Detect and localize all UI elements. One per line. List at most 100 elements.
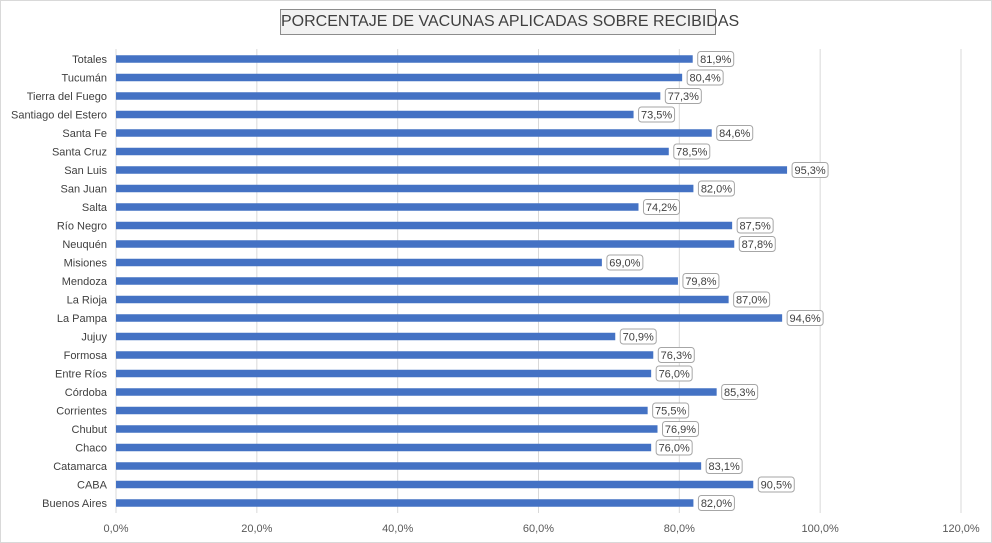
- bar: [116, 129, 712, 137]
- data-label-box: [655, 439, 693, 456]
- category-label: San Juan: [61, 184, 107, 196]
- category-label: Santa Fe: [62, 128, 107, 140]
- bar: [116, 443, 652, 452]
- category-label: La Pampa: [57, 313, 108, 325]
- bar: [116, 277, 678, 285]
- category-label: Tucumán: [62, 73, 107, 85]
- data-label-box: [652, 402, 690, 419]
- bar: [116, 332, 616, 341]
- bar: [116, 258, 602, 267]
- data-label-box: [657, 347, 695, 363]
- category-label: Mendoza: [62, 276, 108, 288]
- x-tick-label: 60,0%: [523, 523, 554, 535]
- x-tick-label: 120,0%: [942, 523, 980, 535]
- x-tick-label: 100,0%: [802, 523, 840, 535]
- category-label: Neuquén: [62, 239, 107, 251]
- data-label: 76,0%: [659, 443, 690, 455]
- data-label-box: [606, 254, 644, 271]
- bar: [116, 92, 661, 100]
- data-label-box: [642, 199, 680, 215]
- category-label: Jujuy: [81, 332, 107, 344]
- category-label: Corrientes: [56, 406, 107, 418]
- data-label-box: [697, 51, 735, 67]
- data-label-box: [705, 458, 743, 474]
- category-label: Santiago del Estero: [11, 110, 107, 122]
- data-label: 75,5%: [655, 406, 686, 418]
- data-label-box: [619, 328, 657, 345]
- bar: [116, 369, 652, 378]
- bar: [116, 73, 683, 82]
- data-label-box: [786, 310, 824, 326]
- category-label: Totales: [72, 54, 107, 66]
- data-label: 82,0%: [701, 184, 732, 196]
- data-label: 77,3%: [668, 91, 699, 103]
- data-label: 76,0%: [659, 369, 690, 381]
- x-tick-label: 0,0%: [103, 523, 128, 535]
- bar: [116, 221, 733, 230]
- data-label-box: [738, 236, 776, 252]
- category-label: Catamarca: [53, 461, 108, 473]
- data-label: 82,0%: [701, 498, 732, 510]
- data-label: 90,5%: [761, 480, 792, 492]
- data-label-box: [697, 495, 735, 511]
- category-label: Salta: [82, 202, 108, 214]
- bar: [116, 406, 648, 415]
- category-label: Santa Cruz: [52, 147, 107, 159]
- bar: [116, 351, 654, 359]
- data-label: 76,9%: [665, 424, 696, 436]
- data-label-box: [791, 162, 829, 178]
- x-tick-label: 20,0%: [241, 523, 272, 535]
- bar: [116, 314, 783, 322]
- bar: [116, 147, 669, 156]
- data-label-box: [697, 180, 735, 197]
- bar: [116, 166, 788, 174]
- data-label-box: [638, 106, 676, 123]
- bar: [116, 240, 735, 248]
- category-label: CABA: [77, 480, 108, 492]
- data-label: 87,0%: [736, 295, 767, 307]
- bar: [116, 425, 658, 433]
- data-label-box: [757, 476, 795, 493]
- data-label: 73,5%: [641, 110, 672, 122]
- data-label-box: [736, 217, 774, 234]
- data-label: 78,5%: [676, 147, 707, 159]
- data-label: 87,8%: [742, 239, 773, 251]
- data-label: 81,9%: [700, 54, 731, 66]
- x-tick-label: 40,0%: [382, 523, 413, 535]
- data-label-box: [662, 421, 700, 437]
- chart-title: PORCENTAJE DE VACUNAS APLICADAS SOBRE RE…: [280, 9, 739, 35]
- category-label: Chaco: [75, 443, 107, 455]
- bar: [116, 203, 639, 211]
- data-label: 94,6%: [790, 313, 821, 325]
- data-label: 85,3%: [724, 387, 755, 399]
- bar: [116, 184, 694, 193]
- category-label: Tierra del Fuego: [27, 91, 107, 103]
- data-label: 69,0%: [609, 258, 640, 270]
- data-label: 79,8%: [685, 276, 716, 288]
- bar: [116, 110, 634, 119]
- data-label: 74,2%: [646, 202, 677, 214]
- category-label: Entre Ríos: [55, 369, 107, 381]
- data-label-box: [716, 125, 754, 141]
- category-label: La Rioja: [67, 295, 108, 307]
- data-label: 80,4%: [690, 73, 721, 85]
- bar: [116, 295, 729, 304]
- data-label-box: [686, 69, 724, 86]
- bar: [116, 462, 702, 470]
- data-label-box: [733, 291, 771, 308]
- x-tick-label: 80,0%: [664, 523, 695, 535]
- data-label: 95,3%: [794, 165, 825, 177]
- bar: [116, 388, 717, 396]
- data-label: 70,9%: [623, 332, 654, 344]
- bar: [116, 480, 754, 489]
- category-label: Córdoba: [65, 387, 108, 399]
- bar: [116, 499, 694, 507]
- data-label-box: [721, 384, 759, 400]
- category-label: Misiones: [64, 258, 108, 270]
- category-label: San Luis: [64, 165, 107, 177]
- bar: [116, 55, 693, 63]
- data-label-box: [655, 365, 693, 382]
- category-label: Río Negro: [57, 221, 107, 233]
